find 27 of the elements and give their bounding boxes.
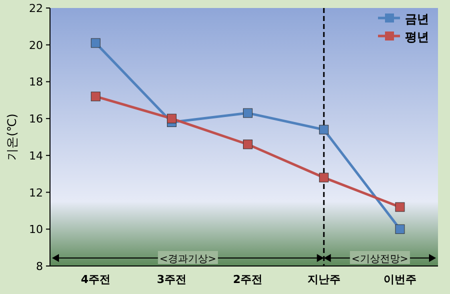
y-tick-label: 14	[29, 149, 43, 162]
annotation: <기상전망>	[352, 254, 408, 265]
point	[166, 114, 176, 124]
y-tick-label: 20	[29, 38, 43, 52]
y-tick-label: 10	[29, 223, 43, 236]
y-tick-label: 22	[29, 2, 43, 15]
y-tick-label: 8	[36, 260, 43, 273]
x-tick-label: 2주전	[232, 273, 263, 286]
legend-label: 평년	[405, 30, 429, 44]
point	[90, 92, 100, 102]
legend-label: 금년	[405, 12, 429, 26]
y-axis-title: 기온(℃)	[5, 114, 19, 160]
x-tick-label: 4주전	[80, 273, 110, 286]
x-tick-label: 지난주	[306, 273, 340, 286]
point	[395, 224, 405, 234]
y-tick-label: 16	[29, 112, 43, 126]
point	[319, 124, 329, 134]
x-tick-label: 이번주	[383, 273, 416, 286]
point	[395, 202, 405, 212]
point	[243, 108, 253, 118]
y-tick-label: 12	[29, 186, 43, 200]
point	[90, 38, 100, 48]
y-tick-label: 18	[29, 76, 43, 89]
point	[243, 140, 253, 150]
annotation: <경과기상>	[160, 254, 216, 265]
x-tick-label: 3주전	[156, 273, 187, 286]
point	[319, 172, 329, 182]
